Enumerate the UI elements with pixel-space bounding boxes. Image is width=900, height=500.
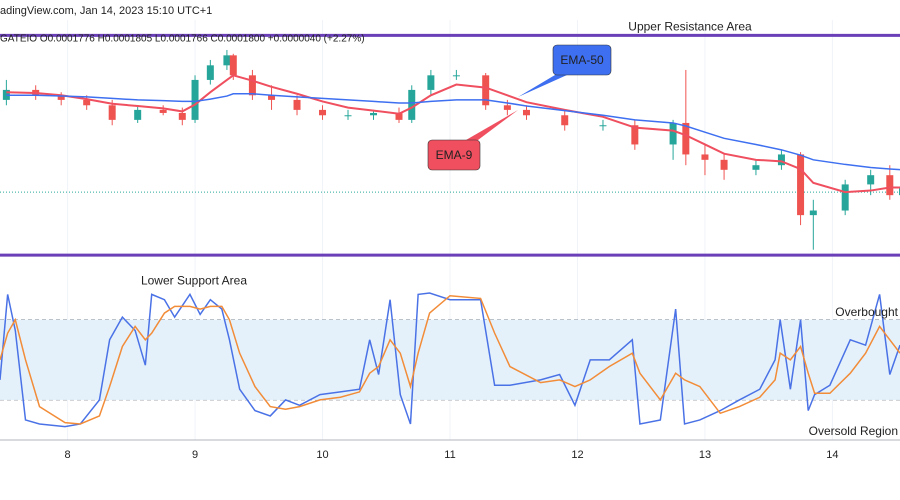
candle-body: [503, 105, 511, 110]
candle-body: [452, 75, 460, 77]
candle-body: [482, 75, 490, 106]
candle-body: [867, 175, 875, 185]
series-line: [0, 294, 900, 425]
callout-pointer: [518, 75, 567, 97]
candle-body: [191, 79, 199, 120]
candle-body: [631, 125, 639, 145]
series-line: [6, 74, 900, 194]
callout-box: [552, 44, 612, 76]
candle-body: [701, 154, 709, 160]
candle-body: [408, 89, 416, 120]
callout-pointer: [466, 110, 518, 140]
labels-layer: 8 9 10 11 12 13 14 Upper Resistance Area Lower S…: [65, 20, 899, 461]
x-tick-label: 13: [699, 449, 711, 461]
x-tick-label: 12: [571, 449, 583, 461]
x-tick-label: 8: [65, 449, 71, 461]
candle-body: [427, 75, 435, 90]
candle-body: [108, 105, 116, 120]
series-line: [0, 292, 900, 428]
candle-body: [841, 184, 849, 211]
candle-body: [752, 165, 760, 170]
callout-box: [427, 139, 481, 171]
x-tick-label: 11: [444, 449, 455, 461]
candle-body: [777, 154, 785, 166]
candle-body: [83, 99, 91, 106]
region-label: Oversold Region: [809, 424, 898, 438]
candle-body: [268, 95, 276, 100]
x-tick-label: 9: [192, 449, 198, 461]
region-label: Overbought: [835, 305, 898, 319]
candle-body: [248, 75, 256, 96]
candle-body: [134, 109, 142, 120]
candle-body: [57, 95, 65, 100]
candle-body: [206, 65, 214, 80]
level-label: Upper Resistance Area: [628, 20, 752, 34]
marks-layer: [0, 33, 900, 428]
candle-body: [370, 112, 378, 116]
symbol-header: GATEIO O0.0001776 H0.0001805 L0.0001766 …: [0, 34, 365, 45]
series-line: [6, 93, 900, 171]
x-tick-label: 14: [826, 449, 838, 461]
candle-body: [159, 109, 167, 113]
candle-body: [293, 99, 301, 110]
candle-body: [561, 115, 569, 126]
candle-body: [599, 125, 607, 127]
legend-label: EMA-9: [436, 148, 473, 162]
candle-body: [886, 175, 894, 196]
candle-body: [344, 115, 352, 117]
candle-body: [669, 122, 677, 145]
candle-body: [229, 55, 237, 76]
candle-body: [682, 122, 690, 155]
candle-body: [395, 112, 403, 120]
band-layer: [0, 319, 900, 400]
x-tick-label: 10: [316, 449, 328, 461]
candle-body: [319, 109, 327, 116]
range-band: [0, 319, 900, 400]
chart-title: adingView.com, Jan 14, 2023 15:10 UTC+1: [0, 5, 212, 17]
candle-body: [178, 112, 186, 120]
candle-body: [522, 109, 530, 116]
level-label: Lower Support Area: [141, 273, 247, 287]
candle-body: [223, 55, 231, 66]
candle-body: [809, 210, 817, 216]
candle-body: [720, 159, 728, 170]
legend-label: EMA-50: [560, 53, 604, 67]
candle-body: [797, 154, 805, 216]
